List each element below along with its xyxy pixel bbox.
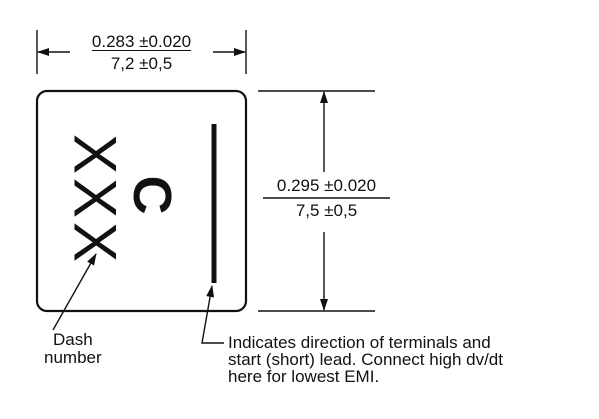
note-line3: here for lowest EMI. <box>228 367 380 386</box>
width-imperial: 0.283 ±0.020 <box>91 32 192 51</box>
terminal-note-leader <box>201 285 224 344</box>
package-outline <box>35 89 248 313</box>
height-dimension-metric: 7,5 ±0,5 <box>295 201 358 220</box>
width-metric: 7,2 ±0,5 <box>110 54 173 73</box>
dash-number-label: Dash number <box>44 331 102 367</box>
dash-number-marking: XXX <box>61 133 129 267</box>
dash-label-line2: number <box>44 348 102 367</box>
height-dimension-imperial: 0.295 ±0.020 <box>276 176 377 195</box>
width-dimension-label: 0.283 ±0.020 7,2 ±0,5 <box>70 32 213 74</box>
letter-marking: C <box>122 175 182 219</box>
dash-label-line1: Dash <box>52 330 93 349</box>
note-line1: Indicates direction of terminals and <box>228 333 491 352</box>
note-line2: start (short) lead. Connect high dv/dt <box>228 350 503 369</box>
terminal-note: Indicates direction of terminals and sta… <box>228 334 503 385</box>
dash-number-leader <box>52 253 97 331</box>
